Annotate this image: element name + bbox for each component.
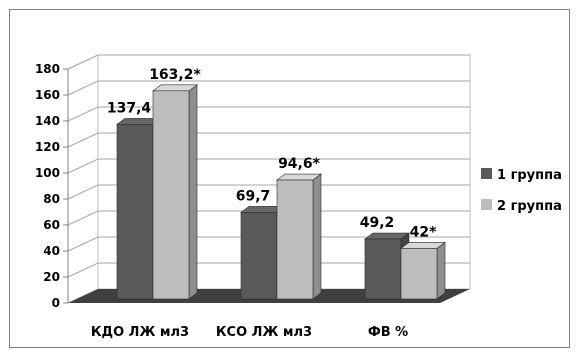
bar-side <box>436 241 446 300</box>
bar-side <box>312 173 322 300</box>
x-axis-categories: КДО ЛЖ мл3 КСО ЛЖ мл3 ФВ % <box>91 325 408 340</box>
gridline <box>67 210 470 226</box>
gridline <box>67 262 470 278</box>
legend-label: 1 группа <box>497 168 562 183</box>
y-tick-label: 100 <box>35 166 60 180</box>
data-label: 137,4 <box>107 100 152 116</box>
bar-top <box>276 173 322 181</box>
bars <box>116 84 446 300</box>
y-tick-label: 60 <box>43 218 60 232</box>
legend-swatch <box>481 199 492 210</box>
legend: 1 группа 2 группа <box>481 168 562 214</box>
bar <box>152 90 190 300</box>
gridlines <box>67 54 470 278</box>
y-tick-label: 160 <box>35 88 60 102</box>
bar <box>116 124 154 300</box>
data-label: 69,7 <box>236 188 271 204</box>
gridline <box>67 184 470 200</box>
data-labels: 137,4 163,2* 69,7 94,6* 49,2 42* <box>107 67 437 241</box>
gridline <box>67 54 470 70</box>
bar-chart: 0 20 40 60 80 100 120 140 160 180 137,4 163,2* 69,7… <box>35 54 562 340</box>
legend-label: 2 группа <box>497 199 562 214</box>
y-tick-label: 140 <box>35 114 60 128</box>
bar-top <box>400 242 446 249</box>
category-label: КДО ЛЖ мл3 <box>91 325 189 340</box>
legend-swatch <box>481 168 492 179</box>
data-label: 163,2* <box>149 67 201 83</box>
category-label: КСО ЛЖ мл3 <box>216 325 312 340</box>
gridline <box>67 106 470 122</box>
gridline <box>67 158 470 174</box>
bar-side <box>188 84 198 300</box>
side-wall <box>67 54 99 304</box>
data-label: 42* <box>410 224 437 240</box>
gridline <box>67 132 470 148</box>
bar-top <box>364 232 410 240</box>
y-axis-ticks: 0 20 40 60 80 100 120 140 160 180 <box>35 62 69 310</box>
y-tick-label: 40 <box>43 244 60 258</box>
y-tick-label: 80 <box>43 192 60 206</box>
category-label: ФВ % <box>368 325 408 340</box>
y-tick-label: 20 <box>43 270 60 284</box>
bar <box>240 212 278 300</box>
bar <box>276 179 314 300</box>
bar <box>400 248 438 300</box>
y-tick-label: 180 <box>35 62 60 76</box>
bar <box>364 238 402 300</box>
gridline <box>67 236 470 252</box>
data-label: 94,6* <box>278 156 321 172</box>
data-label: 49,2 <box>360 215 395 231</box>
gridline <box>67 80 470 96</box>
y-tick-label: 120 <box>35 140 60 154</box>
chart-frame: 0 20 40 60 80 100 120 140 160 180 137,4 163,2* 69,7… <box>9 9 570 348</box>
bar-top <box>152 84 198 92</box>
y-tick-label: 0 <box>52 296 60 310</box>
